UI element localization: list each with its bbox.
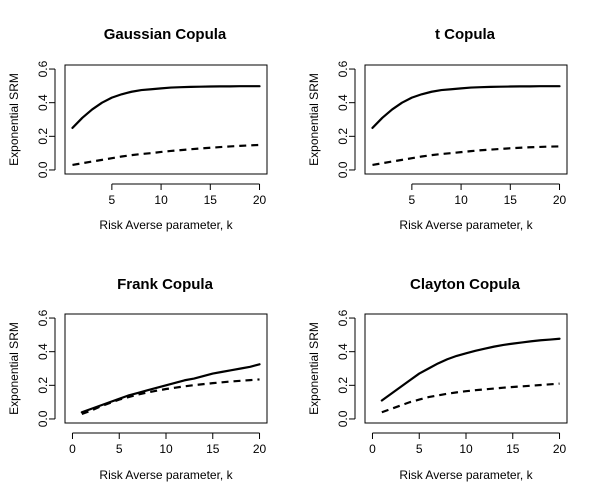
y-tick-label: 0.0 xyxy=(336,161,350,178)
x-tick-label: 20 xyxy=(253,193,267,207)
y-tick-label: 0.4 xyxy=(36,94,50,111)
x-tick-label: 20 xyxy=(253,442,267,456)
x-tick-label: 5 xyxy=(109,193,116,207)
y-tick-label: 0.0 xyxy=(36,410,50,427)
solid-series-line xyxy=(80,363,261,414)
x-tick-label: 15 xyxy=(504,193,518,207)
x-tick-label: 0 xyxy=(69,442,76,456)
plot-frame xyxy=(364,64,568,175)
y-axis-label: Exponential SRM xyxy=(7,73,21,166)
y-tick-label: 0.6 xyxy=(36,60,50,77)
x-tick-label: 10 xyxy=(159,442,173,456)
dashed-series-line xyxy=(381,382,560,414)
x-tick-label: 5 xyxy=(416,442,423,456)
x-tick-label: 10 xyxy=(459,442,473,456)
x-tick-label: 5 xyxy=(409,193,416,207)
plot-frame xyxy=(64,64,268,175)
x-axis-label: Risk Averse parameter, k xyxy=(99,468,233,482)
plot-frame xyxy=(64,313,268,424)
y-tick-label: 0.0 xyxy=(336,410,350,427)
y-tick-label: 0.4 xyxy=(336,343,350,360)
x-tick-label: 0 xyxy=(369,442,376,456)
chart-title: Clayton Copula xyxy=(410,276,521,293)
chart-panel-1: Gaussian Copula 5 10 15 20 0.0 0.2 0.4 0.6 Risk A… xyxy=(7,26,268,232)
x-tick-label: 10 xyxy=(154,193,168,207)
x-axis-label: Risk Averse parameter, k xyxy=(399,218,533,232)
y-axis-label: Exponential SRM xyxy=(307,73,321,166)
chart-title: Gaussian Copula xyxy=(104,26,227,43)
y-tick-label: 0.0 xyxy=(36,161,50,178)
y-axis-label: Exponential SRM xyxy=(307,322,321,415)
chart-title: Frank Copula xyxy=(117,276,214,293)
y-tick-label: 0.4 xyxy=(336,94,350,111)
dashed-series-line xyxy=(372,145,560,167)
solid-series-line xyxy=(380,337,561,402)
dashed-series-line xyxy=(72,143,260,167)
x-tick-label: 15 xyxy=(204,193,218,207)
x-axis-label: Risk Averse parameter, k xyxy=(99,218,233,232)
y-tick-label: 0.2 xyxy=(336,128,350,145)
x-tick-label: 10 xyxy=(454,193,468,207)
x-tick-label: 15 xyxy=(206,442,220,456)
y-tick-label: 0.6 xyxy=(336,309,350,326)
x-tick-label: 20 xyxy=(553,193,567,207)
chart-panel-3: Frank Copula 0 5 10 15 20 0.0 0.2 0.4 0.6 Risk Ave… xyxy=(7,276,268,482)
y-tick-label: 0.6 xyxy=(36,309,50,326)
y-tick-label: 0.6 xyxy=(336,60,350,77)
y-tick-label: 0.2 xyxy=(36,128,50,145)
y-tick-label: 0.4 xyxy=(36,343,50,360)
y-axis-label: Exponential SRM xyxy=(7,322,21,415)
solid-series-line xyxy=(371,85,561,130)
chart-panel-4: Clayton Copula 0 5 10 15 20 0.0 0.2 0.4 0.6 Risk A… xyxy=(307,276,568,482)
plot-frame xyxy=(364,313,568,424)
x-tick-label: 15 xyxy=(506,442,520,456)
x-tick-label: 5 xyxy=(116,442,123,456)
x-tick-label: 20 xyxy=(553,442,567,456)
chart-panel-2: t Copula 5 10 15 20 0.0 0.2 0.4 0.6 Risk Averse p… xyxy=(307,26,568,232)
y-tick-label: 0.2 xyxy=(336,377,350,394)
chart-title: t Copula xyxy=(435,26,496,43)
y-tick-label: 0.2 xyxy=(36,377,50,394)
solid-series-line xyxy=(71,85,261,130)
x-axis-label: Risk Averse parameter, k xyxy=(399,468,533,482)
